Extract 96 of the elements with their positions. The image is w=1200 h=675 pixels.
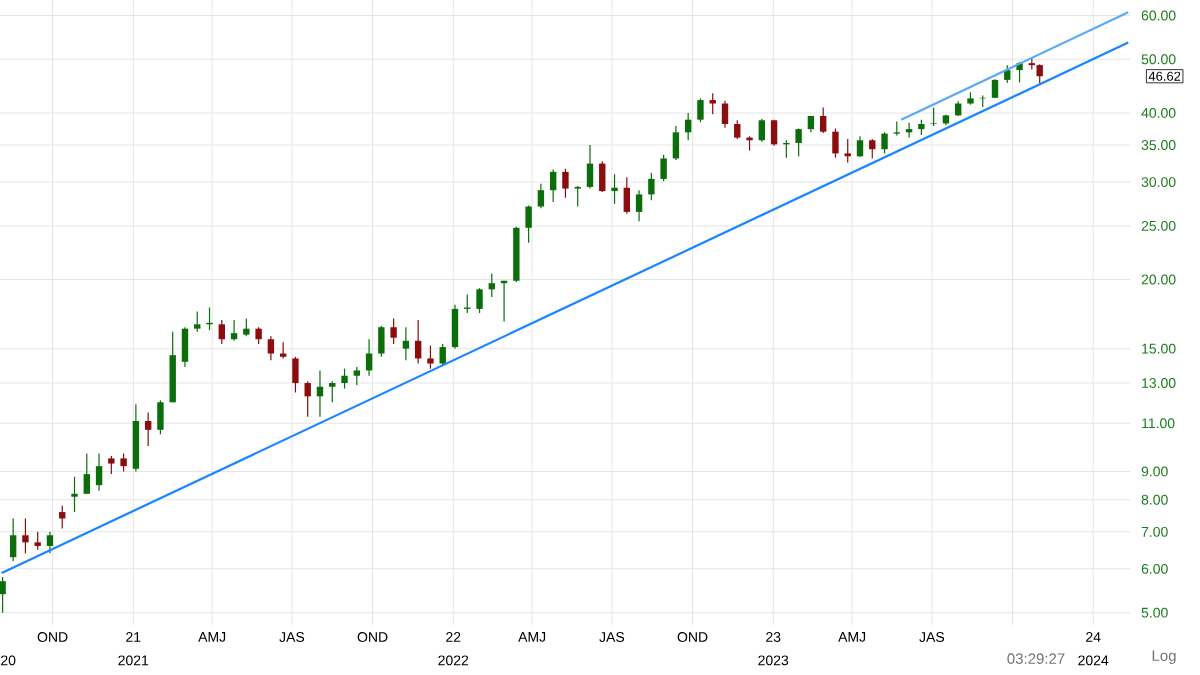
candlestick (856, 135, 864, 158)
x-tick-label: AMJ (518, 632, 546, 642)
x-tick-label: OND (357, 632, 388, 642)
candlestick (562, 168, 569, 199)
candlestick (427, 344, 434, 370)
candlestick (390, 317, 397, 345)
y-tick-label: 20.00 (1141, 274, 1176, 285)
candlestick (660, 154, 667, 182)
candlestick (599, 160, 606, 193)
x-tick-label: JAS (919, 632, 945, 642)
candlestick (537, 183, 545, 209)
candlestick (525, 205, 532, 244)
candlestick (819, 106, 827, 134)
y-tick-label: 30.00 (1141, 177, 1176, 188)
y-tick-label: 5.00 (1141, 607, 1168, 618)
candlestick (414, 319, 422, 365)
text: 03:29:27 (1007, 653, 1065, 664)
candlestick (869, 138, 876, 160)
y-tick-label: 25.00 (1141, 220, 1176, 231)
text: 2023 (758, 655, 789, 666)
candlestick (709, 92, 716, 115)
x-tick-label: 22 (446, 632, 461, 642)
candlestick (181, 326, 189, 368)
x-tick-label: JAS (279, 632, 305, 642)
text: 20 (1, 655, 16, 666)
text: 2021 (118, 655, 149, 666)
candlestick (0, 576, 6, 614)
candlestick (157, 399, 164, 435)
candlestick (574, 185, 581, 208)
candlestick (1036, 63, 1043, 85)
candlestick (795, 127, 802, 157)
x-tick-label: 23 (766, 632, 781, 642)
y-tick-label: 11.00 (1142, 418, 1175, 429)
y-tick-label: 7.00 (1141, 526, 1168, 537)
candlestick (635, 189, 643, 222)
candlestick (832, 127, 839, 159)
y-tick-label: 35.00 (1141, 140, 1176, 150)
candlestick (218, 319, 225, 345)
candlestick (513, 226, 520, 283)
candlestick (9, 517, 17, 562)
candlestick (267, 335, 275, 361)
candlestick (132, 403, 140, 473)
candlestick (304, 380, 311, 418)
candlestick (734, 119, 741, 140)
candlestick (22, 517, 29, 554)
candlestick (697, 97, 704, 123)
text: Log (1152, 650, 1176, 664)
candlestick (758, 118, 766, 143)
candlestick (46, 531, 54, 554)
candlestick (991, 78, 999, 99)
x-tick-label: AMJ (838, 632, 866, 642)
x-tick-label: 21 (126, 632, 141, 642)
y-tick-label: 9.00 (1141, 466, 1168, 477)
y-tick-label: 8.00 (1141, 494, 1168, 505)
text: 2022 (438, 655, 469, 666)
candlestick (672, 125, 680, 161)
candlestick (623, 176, 631, 215)
candlestick (292, 356, 299, 394)
candlestick (194, 311, 201, 333)
y-tick-label: 50.00 (1141, 54, 1176, 65)
x-tick-label: OND (677, 632, 708, 642)
x-tick-label: AMJ (198, 632, 226, 642)
candlestick (169, 331, 176, 403)
candlestick (930, 106, 937, 127)
y-tick-label: 60.00 (1141, 10, 1176, 21)
x-tick-label: OND (37, 632, 68, 642)
candlestick (439, 343, 446, 366)
candlestick (586, 144, 594, 190)
candlestick (770, 119, 778, 147)
y-tick-label: 13.00 (1142, 378, 1176, 388)
candlestick (721, 100, 729, 129)
candlestick (488, 272, 495, 298)
y-tick-label: 40.00 (1141, 107, 1176, 118)
candlestick (611, 173, 618, 205)
candlestick (144, 411, 152, 447)
candlestick (378, 325, 385, 358)
candlestick (83, 452, 90, 495)
candlestick (71, 476, 78, 513)
text: 46.62 (1148, 71, 1181, 81)
candlestick (549, 168, 557, 203)
y-tick-label: 15.00 (1142, 343, 1176, 354)
candlestick (476, 287, 483, 314)
candlestick (329, 380, 336, 403)
candlestick (881, 131, 888, 155)
candlestick (402, 326, 410, 361)
candlestick (108, 455, 115, 475)
x-tick-label: JAS (599, 632, 625, 642)
candlestick (451, 304, 459, 350)
candlestick (648, 172, 655, 201)
x-tick-label: 24 (1086, 632, 1101, 642)
candlestick (844, 138, 851, 164)
candlestick (341, 368, 348, 390)
candlestick (95, 452, 103, 492)
candlestick (230, 319, 238, 342)
text: 2024 (1078, 655, 1109, 666)
y-tick-label: 6.00 (1141, 563, 1168, 574)
